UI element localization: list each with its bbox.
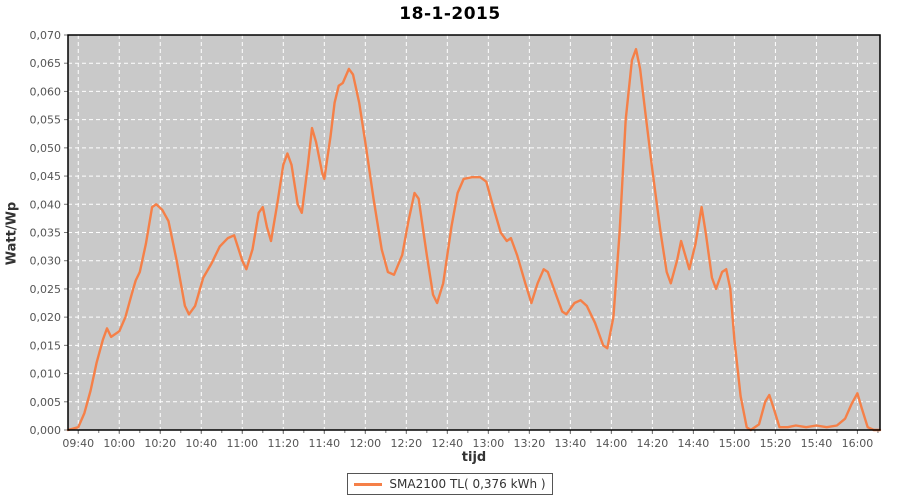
y-tick-label: 0,030 — [30, 255, 62, 268]
y-tick-label: 0,065 — [30, 57, 62, 70]
x-axis-title: tijd — [461, 450, 487, 465]
x-tick-label: 16:00 — [842, 437, 874, 450]
y-tick-label: 0,005 — [30, 396, 62, 409]
x-tick-label: 14:00 — [596, 437, 628, 450]
x-tick-label: 10:40 — [185, 437, 217, 450]
x-tick-label: 14:40 — [678, 437, 710, 450]
y-tick-label: 0,010 — [30, 368, 62, 381]
y-tick-label: 0,025 — [30, 283, 62, 296]
y-tick-label: 0,045 — [30, 170, 62, 183]
x-tick-label: 15:00 — [719, 437, 751, 450]
x-tick-label: 13:20 — [514, 437, 546, 450]
x-tick-label: 13:00 — [473, 437, 505, 450]
x-tick-label: 15:20 — [760, 437, 792, 450]
y-tick-label: 0,035 — [30, 227, 62, 240]
x-tick-label: 13:40 — [555, 437, 587, 450]
chart-title: 18-1-2015 — [399, 4, 501, 24]
x-tick-label: 12:40 — [431, 437, 463, 450]
y-tick-label: 0,070 — [30, 29, 62, 42]
x-tick-label: 15:40 — [801, 437, 833, 450]
series-line — [66, 47, 882, 432]
x-tick-label: 14:20 — [637, 437, 669, 450]
legend-line-swatch — [354, 482, 383, 486]
y-tick-label: 0,040 — [30, 198, 62, 211]
legend-box: SMA2100 TL( 0,376 kWh ) — [347, 473, 553, 495]
y-tick-label: 0,020 — [30, 311, 62, 324]
x-tick-label: 09:40 — [62, 437, 94, 450]
y-tick-label: 0,050 — [30, 142, 62, 155]
x-tick-label: 11:20 — [267, 437, 299, 450]
y-tick-label: 0,015 — [30, 339, 62, 352]
chart-plot: 0,000 0,005 0,010 0,015 0,020 0,025 0,030 0,035… — [30, 29, 882, 450]
x-tick-label: 10:00 — [103, 437, 135, 450]
y-tick-label: 0,055 — [30, 114, 62, 127]
legend-series-label: SMA2100 TL( 0,376 kWh ) — [389, 477, 546, 491]
x-tick-label: 10:20 — [144, 437, 176, 450]
y-tick-label: 0,000 — [30, 424, 62, 437]
x-tick-label: 11:00 — [226, 437, 258, 450]
x-tick-label: 12:20 — [390, 437, 422, 450]
plot-border — [67, 34, 881, 431]
x-tick-label: 11:40 — [308, 437, 340, 450]
y-axis-title: Watt/Wp — [4, 201, 20, 266]
y-tick-label: 0,060 — [30, 85, 62, 98]
x-tick-label: 12:00 — [349, 437, 381, 450]
